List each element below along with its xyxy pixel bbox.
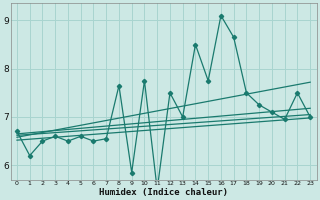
X-axis label: Humidex (Indice chaleur): Humidex (Indice chaleur) — [99, 188, 228, 197]
